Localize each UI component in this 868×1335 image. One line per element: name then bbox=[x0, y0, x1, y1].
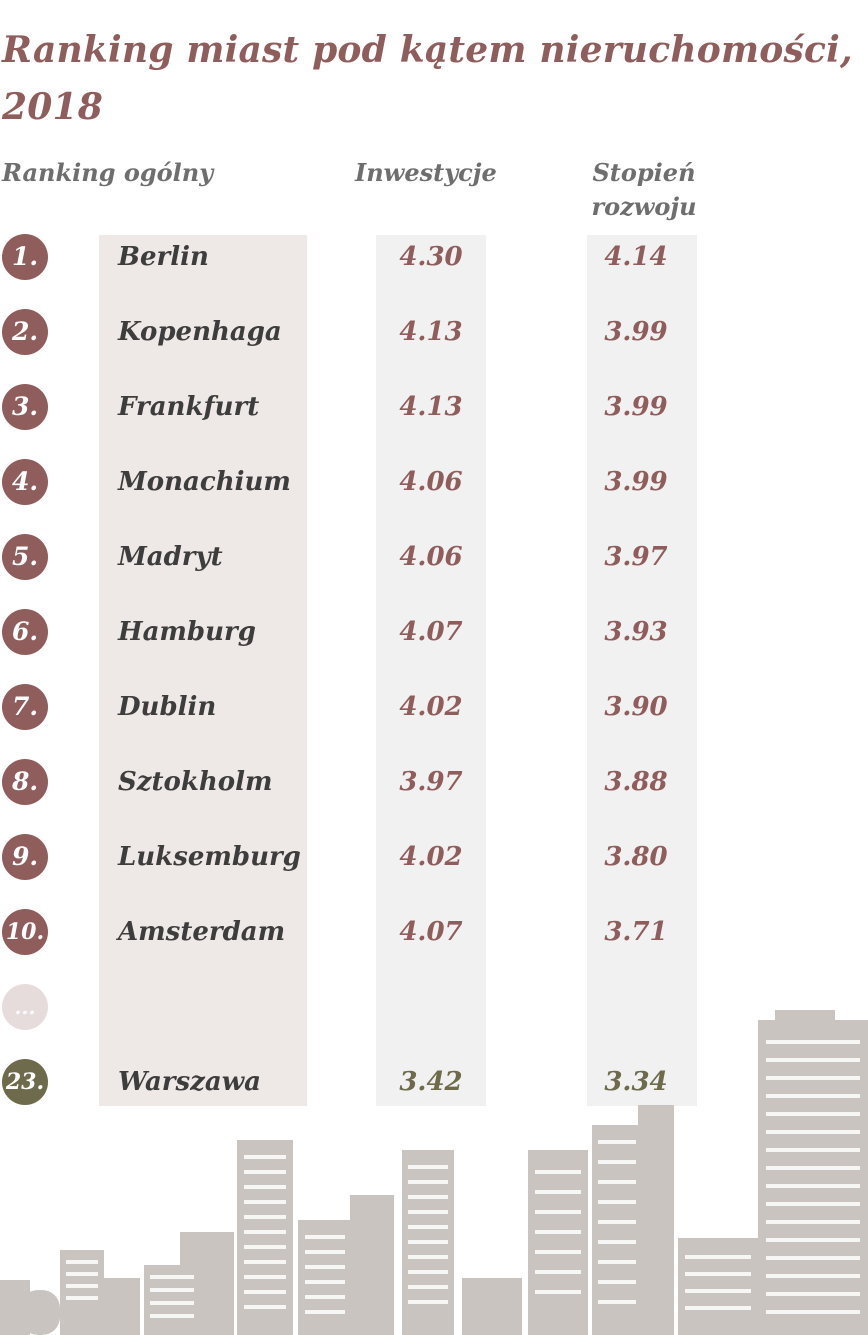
investment-score: 4.02 bbox=[399, 692, 463, 722]
investment-score: 3.97 bbox=[399, 767, 463, 797]
investment-score: 4.07 bbox=[399, 917, 463, 947]
header-development: Stopień rozwoju bbox=[591, 158, 697, 221]
table-row: 10. Amsterdam 4.07 3.71 bbox=[0, 909, 868, 959]
city-skyline-icon bbox=[0, 1010, 868, 1335]
page-title: Ranking miast pod kątem nieruchomości, 2… bbox=[2, 29, 853, 128]
development-score: 3.34 bbox=[604, 1067, 668, 1097]
rank-badge: 23. bbox=[2, 1059, 48, 1105]
city-name: Dublin bbox=[118, 692, 217, 722]
city-name: Frankfurt bbox=[118, 392, 260, 422]
investment-column-background bbox=[376, 235, 486, 1106]
table-row: 3. Frankfurt 4.13 3.99 bbox=[0, 384, 868, 434]
rank-badge: 3. bbox=[2, 384, 48, 430]
investment-score: 4.06 bbox=[399, 542, 463, 572]
rank-badge: 10. bbox=[2, 909, 48, 955]
development-score: 3.99 bbox=[604, 467, 668, 497]
city-name: Monachium bbox=[118, 467, 291, 497]
investment-score: 4.13 bbox=[399, 317, 463, 347]
development-score: 3.99 bbox=[604, 317, 668, 347]
city-column-background bbox=[99, 235, 307, 1106]
rank-badge: 2. bbox=[2, 309, 48, 355]
development-column-background bbox=[587, 235, 697, 1106]
rank-badge: 5. bbox=[2, 534, 48, 580]
investment-score: 4.13 bbox=[399, 392, 463, 422]
investment-score: 4.07 bbox=[399, 617, 463, 647]
development-score: 3.97 bbox=[604, 542, 668, 572]
ellipsis-row: ... bbox=[0, 984, 868, 1034]
rank-badge: 8. bbox=[2, 759, 48, 805]
table-row: 2. Kopenhaga 4.13 3.99 bbox=[0, 309, 868, 359]
table-row: 9. Luksemburg 4.02 3.80 bbox=[0, 834, 868, 884]
table-row-warsaw: 23. Warszawa 3.42 3.34 bbox=[0, 1059, 868, 1109]
investment-score: 4.06 bbox=[399, 467, 463, 497]
city-name: Kopenhaga bbox=[118, 317, 282, 347]
city-name: Amsterdam bbox=[118, 917, 286, 947]
development-score: 4.14 bbox=[604, 242, 668, 272]
table-row: 8. Sztokholm 3.97 3.88 bbox=[0, 759, 868, 809]
city-name: Madryt bbox=[118, 542, 223, 572]
development-score: 3.90 bbox=[604, 692, 668, 722]
city-name: Berlin bbox=[118, 242, 209, 272]
table-row: 6. Hamburg 4.07 3.93 bbox=[0, 609, 868, 659]
city-name: Luksemburg bbox=[118, 842, 301, 872]
ellipsis-badge: ... bbox=[2, 984, 48, 1030]
development-score: 3.99 bbox=[604, 392, 668, 422]
development-score: 3.71 bbox=[604, 917, 668, 947]
city-name: Hamburg bbox=[118, 617, 256, 647]
development-score: 3.88 bbox=[604, 767, 668, 797]
rank-badge: 9. bbox=[2, 834, 48, 880]
table-row: 1. Berlin 4.30 4.14 bbox=[0, 234, 868, 284]
rank-badge: 6. bbox=[2, 609, 48, 655]
table-row: 5. Madryt 4.06 3.97 bbox=[0, 534, 868, 584]
table-row: 4. Monachium 4.06 3.99 bbox=[0, 459, 868, 509]
rank-badge: 4. bbox=[2, 459, 48, 505]
investment-score: 4.02 bbox=[399, 842, 463, 872]
table-row: 7. Dublin 4.02 3.90 bbox=[0, 684, 868, 734]
city-name: Sztokholm bbox=[118, 767, 273, 797]
header-overall-ranking: Ranking ogólny bbox=[2, 158, 214, 187]
city-name: Warszawa bbox=[118, 1067, 261, 1097]
development-score: 3.93 bbox=[604, 617, 668, 647]
rank-badge: 1. bbox=[2, 234, 48, 280]
development-score: 3.80 bbox=[604, 842, 668, 872]
investment-score: 3.42 bbox=[399, 1067, 463, 1097]
rank-badge: 7. bbox=[2, 684, 48, 730]
header-investment: Inwestycje bbox=[355, 158, 497, 187]
investment-score: 4.30 bbox=[399, 242, 463, 272]
